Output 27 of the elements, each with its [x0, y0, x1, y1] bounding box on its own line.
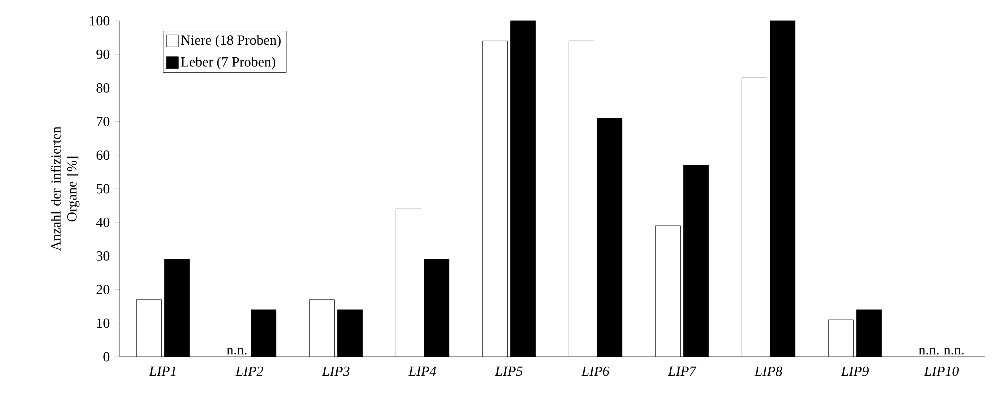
text: n.n. [919, 348, 939, 355]
x-tick-label: LIP8 [754, 366, 783, 376]
y-tick-label: 70 [97, 117, 110, 127]
x-tick-label: LIP5 [495, 366, 523, 376]
x-tick-label: LIP1 [149, 366, 176, 376]
x-tick-label: LIP10 [924, 366, 960, 376]
x-tick-label: LIP2 [236, 366, 264, 376]
text: n.n. [944, 348, 964, 355]
y-axis-title: Anzahl der infizierten Organe [%] [50, 126, 80, 252]
y-tick-label: 20 [96, 285, 110, 295]
x-tick-label: LIP7 [668, 366, 697, 376]
y-tick-label: 10 [97, 318, 110, 328]
y-tick-label: 0 [104, 352, 110, 362]
y-tick-label: 100 [90, 16, 110, 26]
y-tick-label: 80 [96, 83, 110, 93]
y-tick-label: 50 [97, 184, 110, 194]
legend-label: Niere (18 Proben) [181, 35, 281, 48]
y-tick-label: 90 [96, 50, 110, 60]
x-tick-label: LIP6 [582, 366, 610, 376]
x-tick-label: LIP3 [322, 366, 350, 376]
text: n.n. [227, 348, 247, 355]
legend-label: Leber (7 Proben) [181, 57, 276, 70]
y-tick-label: 30 [96, 251, 110, 261]
y-tick-label: 40 [96, 218, 110, 228]
y-tick-label: 60 [96, 150, 110, 160]
x-tick-label: LIP4 [408, 366, 436, 376]
x-tick-label: LIP9 [841, 366, 869, 376]
